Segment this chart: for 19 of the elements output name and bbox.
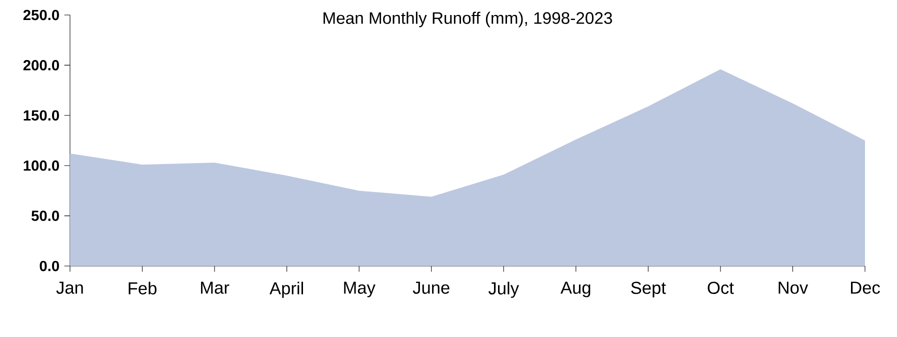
- y-tick-label: 0.0: [40, 260, 59, 272]
- x-tick-label: April: [270, 282, 303, 298]
- y-tick-label: 100.0: [24, 160, 59, 171]
- y-tick-label: 150.0: [24, 110, 59, 121]
- x-tick-label: Jan: [56, 282, 83, 294]
- x-tick-label: Nov: [778, 282, 808, 294]
- x-tick-label: Mar: [201, 282, 230, 294]
- x-tick-label: Feb: [128, 282, 156, 294]
- y-tick-label: 50.0: [32, 210, 59, 221]
- x-tick-label: Aug: [560, 282, 590, 298]
- x-tick-label: Oct: [708, 282, 734, 294]
- x-tick-label: Sept: [631, 282, 666, 298]
- chart-title: Mean Monthly Runoff (mm), 1998-2023: [324, 12, 612, 28]
- x-tick-label: Dec: [851, 282, 880, 294]
- y-tick-label: 200.0: [23, 60, 59, 70]
- x-tick-label: June: [412, 282, 450, 294]
- x-tick-label: July: [488, 282, 520, 298]
- x-tick-label: May: [344, 282, 376, 298]
- y-tick-label: 250.0: [23, 10, 59, 20]
